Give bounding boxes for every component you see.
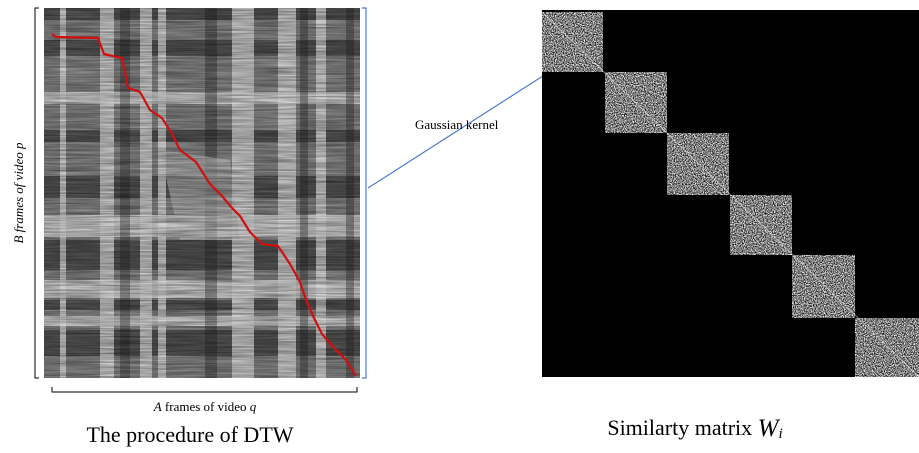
text-part: A: [153, 399, 162, 414]
x-axis-label: A frames of video q: [153, 399, 257, 414]
text-part: i: [778, 426, 782, 442]
text-part: B: [11, 236, 26, 244]
figure: B frames of video p A frames of video q …: [0, 0, 919, 453]
text-part: Similarty matrix: [607, 415, 752, 440]
text-part: W: [758, 415, 781, 442]
dtw-matrix: [44, 8, 360, 378]
similarity-matrix: [542, 10, 919, 377]
text-part: frames of video: [165, 399, 247, 414]
text-part: q: [250, 399, 257, 414]
y-axis-label: B frames of video p: [11, 142, 26, 244]
left-caption: The procedure of DTW: [86, 422, 293, 447]
text-part: frames of video: [11, 152, 26, 233]
y-bracket: [35, 8, 39, 378]
x-bracket: [52, 387, 357, 392]
annotation: Gaussian kernel: [415, 117, 499, 132]
right-caption: Similarty matrix Wi: [607, 415, 782, 443]
text-part: p: [11, 142, 26, 150]
blue-bracket: [362, 8, 366, 378]
